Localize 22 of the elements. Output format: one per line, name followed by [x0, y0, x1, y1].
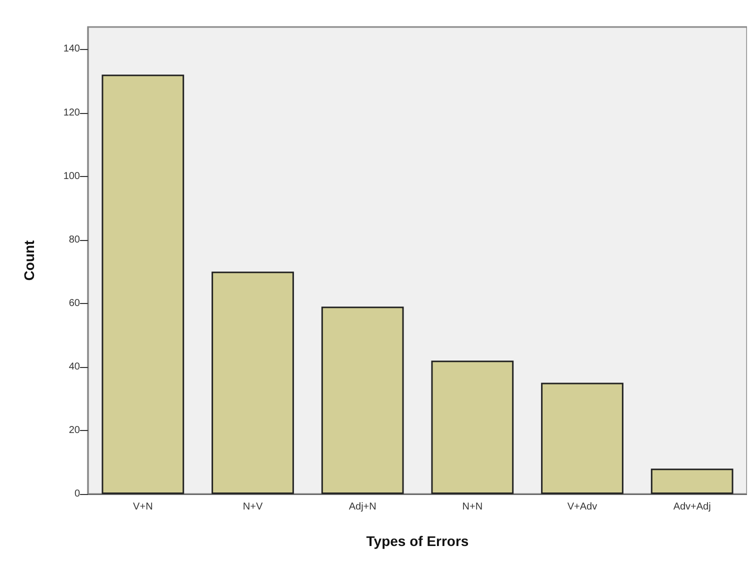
x-tick-label: V+Adv	[567, 502, 598, 512]
bar	[102, 74, 184, 494]
y-tick-label: 40	[68, 361, 80, 372]
y-tick-label: 140	[63, 44, 80, 55]
x-tick-label: N+V	[242, 502, 263, 512]
y-tick-label: 120	[63, 107, 80, 118]
y-tick-label: 0	[74, 488, 80, 500]
bar	[321, 306, 404, 494]
x-tick-label: Adj+N	[348, 502, 376, 512]
y-axis-title: Count	[21, 240, 37, 281]
bar	[541, 382, 624, 494]
y-tick-label: 60	[68, 298, 80, 309]
bar	[431, 360, 514, 494]
y-tick-label: 80	[68, 234, 80, 246]
bar	[650, 468, 734, 494]
y-tick-label: 20	[68, 424, 80, 436]
bar	[212, 272, 294, 494]
y-tick-label: 100	[63, 170, 80, 182]
x-axis-title: Types of Errors	[366, 533, 469, 549]
x-tick-label: Adv+Adj	[673, 502, 711, 512]
x-tick-label: N+N	[462, 502, 483, 512]
x-tick-label: V+N	[133, 502, 153, 512]
